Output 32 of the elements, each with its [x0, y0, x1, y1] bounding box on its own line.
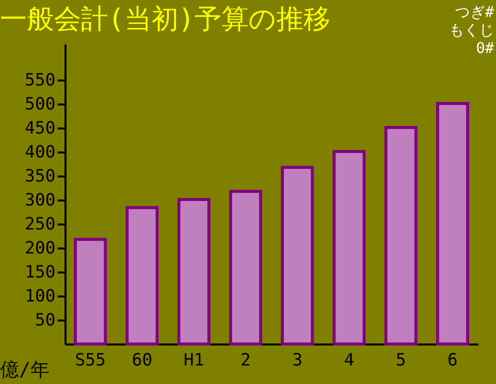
bar	[126, 206, 159, 346]
x-tick-label: 4	[344, 350, 354, 370]
bar	[436, 102, 470, 346]
x-tick-label: 60	[132, 350, 152, 370]
bar	[177, 198, 210, 346]
y-tick-label: 150	[24, 262, 56, 282]
y-axis-title: 億/年	[0, 359, 50, 381]
y-tick-label: 350	[24, 166, 56, 186]
annotation: 0#	[476, 39, 494, 57]
y-tick-label: 250	[24, 214, 56, 234]
y-tick-label: 500	[24, 94, 56, 114]
x-tick-label: 6	[448, 350, 458, 370]
bar	[384, 126, 418, 346]
chart-title: 一般会計(当初)予算の推移	[0, 4, 331, 35]
bar	[229, 190, 262, 346]
x-tick-label: H1	[184, 350, 204, 370]
text: もくじ	[449, 21, 494, 39]
y-tick-label: 200	[24, 238, 56, 258]
text: つぎ#	[454, 3, 494, 21]
y-tick-label: 550	[24, 70, 56, 90]
x-tick-label: S55	[75, 350, 106, 370]
x-tick-label: 3	[292, 350, 302, 370]
bar	[74, 238, 107, 346]
y-tick-label: 300	[24, 190, 56, 210]
bar	[280, 166, 314, 346]
y-tick-label: 450	[24, 118, 56, 138]
bar	[332, 150, 366, 346]
y-tick-label: 100	[24, 286, 56, 306]
y-tick-label: 50	[35, 310, 56, 330]
x-tick-label: 2	[240, 350, 251, 370]
x-tick-label: 5	[396, 350, 406, 370]
y-tick-label: 400	[24, 142, 56, 162]
